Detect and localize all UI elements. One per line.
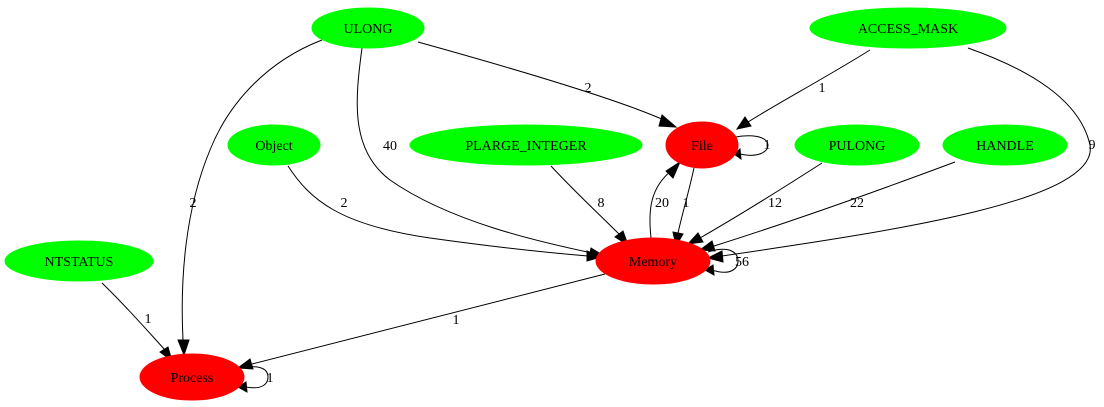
edge-label: 1 <box>819 81 826 96</box>
edge-label: 40 <box>383 139 397 154</box>
node-file: File <box>665 121 739 169</box>
edge-access_mask-to-memory: 9 <box>706 47 1096 263</box>
node-label: Memory <box>629 255 677 270</box>
edge-line <box>747 49 871 123</box>
edge-memory-to-file: 20 <box>649 160 682 239</box>
edge-ulong-to-file: 2 <box>417 41 678 128</box>
edge-line <box>721 47 1091 257</box>
edge-access_mask-to-file: 1 <box>735 49 871 130</box>
edge-label: 12 <box>768 196 782 211</box>
nodes-layer: ULONG ACCESS_MASK Object PLARGE_INTEGER File… <box>4 7 1068 401</box>
edge-ntstatus-to-process: 1 <box>101 282 173 363</box>
edge-file-to-memory: 1 <box>672 167 695 248</box>
edge-line <box>287 165 589 257</box>
node-memory: Memory <box>595 237 711 285</box>
edge-line <box>550 165 621 236</box>
edge-label: 2 <box>190 196 197 211</box>
node-ulong: ULONG <box>311 7 425 49</box>
node-shape <box>409 124 643 166</box>
node-pulong: PULONG <box>794 124 920 166</box>
edge-label: 9 <box>1089 138 1096 153</box>
node-handle: HANDLE <box>942 124 1068 166</box>
node-label: NTSTATUS <box>45 255 114 270</box>
edge-arrowhead <box>665 160 682 179</box>
node-shape <box>942 124 1068 166</box>
edge-label: 1 <box>145 312 152 327</box>
node-label: ACCESS_MASK <box>858 22 958 37</box>
edge-arrowhead <box>686 232 704 245</box>
edge-line <box>735 135 769 156</box>
edge-arrowhead <box>698 240 716 252</box>
node-plarge_integer: PLARGE_INTEGER <box>409 124 643 166</box>
edge-arrowhead <box>704 264 715 276</box>
edge-line <box>251 273 606 365</box>
node-shape <box>139 353 245 401</box>
edge-line <box>713 161 956 247</box>
edge-label: 2 <box>341 196 348 211</box>
node-shape <box>794 124 920 166</box>
edge-memory-to-process: 1 <box>236 273 606 370</box>
edges-layer: 2 40 2 1 9 1 1 20 2 8 12 22 56 1 1 1 <box>101 39 1096 393</box>
edge-label: 2 <box>585 81 592 96</box>
node-shape <box>665 121 739 169</box>
edge-handle-to-memory: 22 <box>698 161 956 252</box>
node-shape <box>595 237 711 285</box>
node-label: ULONG <box>344 22 393 37</box>
node-object: Object <box>227 124 321 166</box>
edge-object-to-memory: 2 <box>287 165 603 262</box>
edge-arrowhead <box>658 114 678 128</box>
node-access_mask: ACCESS_MASK <box>809 7 1007 49</box>
edge-label: 1 <box>683 196 690 211</box>
edge-line <box>677 167 695 234</box>
edge-label: 20 <box>655 196 669 211</box>
edge-memory-to-memory: 56 <box>704 248 749 276</box>
edge-line <box>649 169 673 239</box>
edge-arrowhead <box>735 116 752 130</box>
node-label: File <box>691 139 713 154</box>
node-label: PULONG <box>829 139 886 154</box>
edge-label: 1 <box>267 371 274 386</box>
edge-arrowhead <box>177 339 190 357</box>
node-shape <box>227 124 321 166</box>
edge-arrowhead <box>706 250 724 263</box>
node-label: Process <box>171 371 214 386</box>
node-label: Object <box>255 139 292 154</box>
edge-arrowhead <box>237 381 248 393</box>
node-ntstatus: NTSTATUS <box>4 240 154 282</box>
node-process: Process <box>139 353 245 401</box>
edge-label: 1 <box>453 313 460 328</box>
edge-label: 8 <box>598 196 605 211</box>
edge-ulong-to-process: 2 <box>177 39 323 357</box>
node-label: HANDLE <box>976 139 1034 154</box>
node-shape <box>4 240 154 282</box>
edge-process-to-process: 1 <box>237 366 274 393</box>
edge-label: 56 <box>735 255 749 270</box>
edge-label: 1 <box>764 138 771 153</box>
edge-line <box>101 282 166 351</box>
edge-file-to-file: 1 <box>733 135 771 161</box>
node-shape <box>809 7 1007 49</box>
edge-label: 22 <box>850 196 864 211</box>
edge-line <box>239 366 269 389</box>
edge-line <box>417 41 665 121</box>
node-label: PLARGE_INTEGER <box>465 139 587 154</box>
node-shape <box>311 7 425 49</box>
edge-plarge_integer-to-memory: 8 <box>550 165 629 247</box>
edge-line <box>707 248 739 273</box>
edge-pulong-to-memory: 12 <box>686 162 823 245</box>
edge-line <box>699 162 823 239</box>
edge-line <box>356 47 593 254</box>
edge-arrowhead <box>586 250 603 262</box>
edge-line <box>181 39 323 341</box>
